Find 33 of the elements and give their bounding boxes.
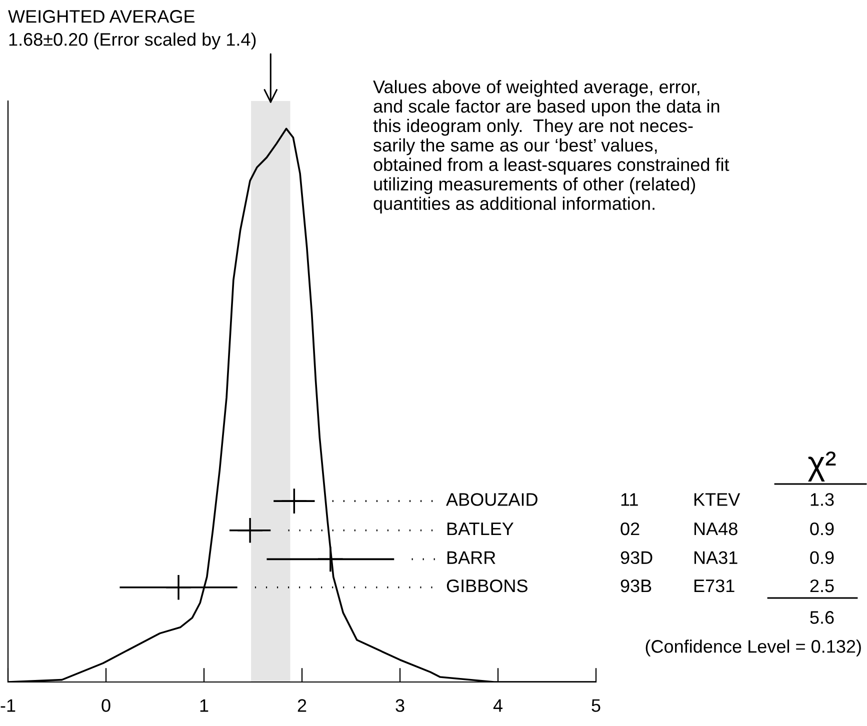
text: 0.9: [810, 551, 834, 564]
legend-label: BARR: [447, 551, 496, 564]
chart-title: WEIGHTED AVERAGE: [8, 10, 195, 23]
x-tick-label: 0: [102, 699, 110, 712]
text: BATLEY: [447, 522, 514, 536]
text: 11: [621, 493, 638, 506]
text: 0.9: [810, 522, 834, 536]
chart-subtitle: 1.68±0.20 (Error scaled by 1.4): [9, 32, 256, 50]
text: 93D: [620, 551, 652, 564]
text: E731: [694, 579, 734, 592]
text: ABOUZAID: [446, 493, 538, 506]
point: [166, 574, 191, 600]
text: 5.6: [810, 611, 834, 624]
x-tick-label: 1: [200, 699, 208, 712]
text: 2.5: [810, 579, 834, 592]
x-tick-label: 4: [493, 699, 502, 712]
text: 93B: [620, 579, 652, 592]
x-tick-label: 3: [396, 699, 404, 712]
text: χ²: [808, 451, 836, 482]
x-tick-label: 2: [298, 699, 306, 712]
text: (Confidence Level = 0.132): [646, 640, 861, 656]
point: [238, 518, 262, 543]
text: 1.3: [810, 493, 834, 506]
point: [282, 488, 307, 514]
text: 02: [620, 522, 640, 536]
x-tick-label: -1: [0, 699, 16, 712]
text: NA48: [694, 522, 738, 536]
text: NA31: [694, 551, 738, 564]
text: GIBBONS: [446, 579, 528, 592]
text: KTEV: [694, 493, 740, 506]
point: [318, 546, 343, 572]
annotation: Values above of weighted average, error, and scale factor are based upon the data in this ideogram only. They are not neces- sarily the same as our ‘best’ values, obtained from a least-squares constrained fit utilizing measurements of other (related) quantities as additional information.: [373, 80, 730, 214]
x-tick-label: 5: [592, 699, 600, 712]
